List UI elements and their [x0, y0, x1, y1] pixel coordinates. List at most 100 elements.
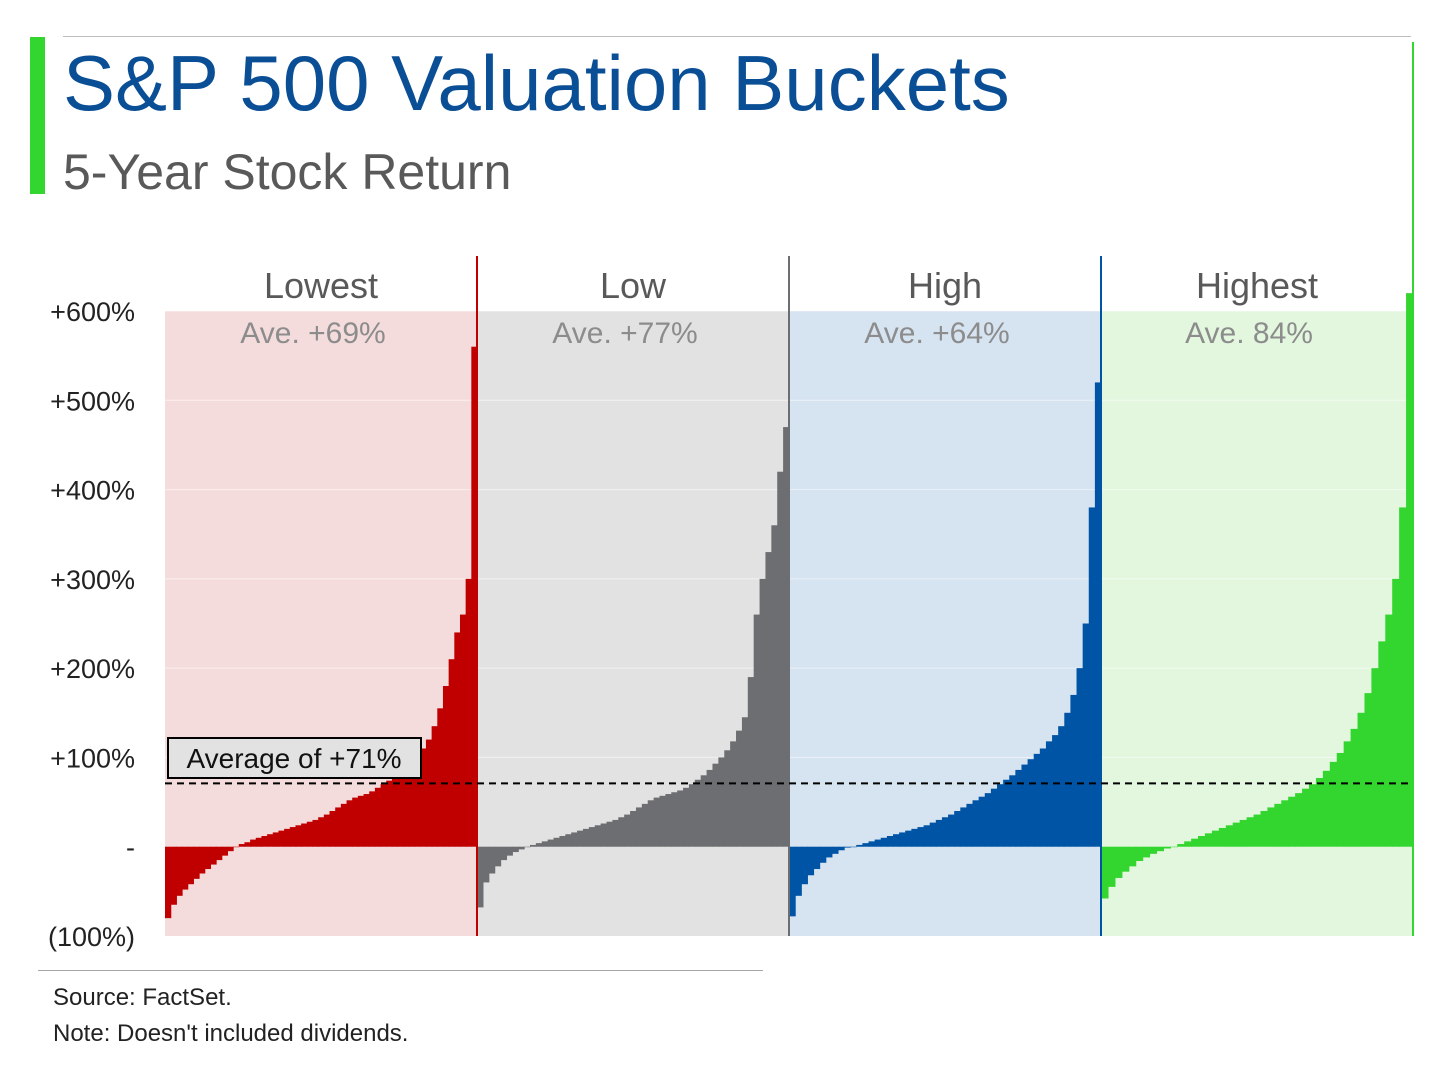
- y-tick-label: +500%: [50, 386, 135, 416]
- y-tick-label: +200%: [50, 654, 135, 684]
- bar-highest: [1399, 507, 1407, 847]
- footer-rule: [38, 970, 763, 971]
- bar-low: [553, 837, 561, 847]
- bar-highest: [1156, 846, 1164, 852]
- bar-low: [677, 790, 684, 847]
- bar-low: [500, 846, 508, 861]
- bar-lowest: [380, 784, 387, 847]
- bar-lowest: [227, 846, 234, 852]
- bar-highest: [1329, 761, 1338, 847]
- bar-high: [960, 807, 968, 847]
- bar-highest: [1142, 846, 1151, 858]
- bar-high: [874, 839, 882, 847]
- bar-highest: [1288, 796, 1296, 847]
- bar-low: [653, 797, 661, 847]
- bar-lowest: [442, 686, 450, 847]
- bar-high: [795, 846, 802, 896]
- bar-low: [477, 846, 484, 908]
- bar-high: [819, 846, 827, 863]
- bar-lowest: [420, 748, 427, 847]
- bar-lowest: [295, 825, 302, 847]
- bar-highest: [1114, 846, 1123, 878]
- bar-lowest: [165, 846, 172, 919]
- bar-lowest: [318, 817, 325, 847]
- bar-high: [929, 822, 937, 847]
- bar-high: [880, 837, 888, 847]
- bar-low: [600, 823, 608, 847]
- bar-lowest: [357, 795, 365, 847]
- bar-high: [1052, 735, 1059, 847]
- bar-highest: [1128, 846, 1137, 867]
- chart-subtitle: 5-Year Stock Return: [63, 144, 512, 200]
- bar-high: [813, 846, 821, 870]
- title-accent-bar: [30, 37, 45, 194]
- bar-lowest: [369, 791, 376, 847]
- bar-highest: [1170, 846, 1178, 848]
- bar-low: [671, 792, 678, 847]
- bar-highest: [1211, 830, 1220, 847]
- bar-lowest: [437, 708, 444, 847]
- y-tick-label: +100%: [50, 743, 135, 773]
- bar-lowest: [250, 839, 257, 847]
- bar-low: [630, 811, 637, 847]
- bar-lowest: [301, 823, 308, 847]
- bar-high: [935, 819, 943, 847]
- bar-low: [647, 800, 655, 847]
- bar-lowest: [204, 846, 211, 870]
- source-note: Source: FactSet.: [53, 984, 232, 1011]
- bar-highest: [1350, 728, 1359, 847]
- bar-highest: [1385, 614, 1393, 847]
- bar-high: [1009, 775, 1016, 847]
- bar-highest: [1267, 807, 1275, 847]
- bar-low: [594, 825, 602, 847]
- bar-highest: [1357, 712, 1366, 847]
- bar-high: [1064, 712, 1072, 847]
- bar-lowest: [210, 846, 217, 865]
- panel-label: Lowest: [264, 265, 378, 306]
- bar-low: [759, 578, 767, 847]
- panel-label: Highest: [1196, 265, 1318, 306]
- bar-highest: [1184, 841, 1192, 847]
- footnote: Note: Doesn't included dividends.: [53, 1020, 409, 1047]
- bar-high: [868, 841, 876, 847]
- bar-low: [571, 832, 578, 847]
- bar-high: [837, 846, 845, 851]
- bar-high: [844, 846, 851, 848]
- bar-high: [886, 836, 894, 847]
- bar-highest: [1336, 752, 1345, 847]
- bar-low: [494, 846, 502, 867]
- bar-low: [588, 827, 596, 847]
- bar-low: [559, 836, 566, 847]
- bar-lowest: [233, 846, 240, 848]
- bar-highest: [1274, 803, 1282, 847]
- bar-lowest: [414, 755, 421, 847]
- bar-high: [905, 830, 912, 847]
- bar-highest: [1149, 846, 1158, 854]
- bar-lowest: [459, 614, 467, 847]
- bar-high: [954, 811, 961, 847]
- bar-highest: [1281, 800, 1289, 847]
- bar-highest: [1232, 822, 1241, 847]
- bar-low: [624, 814, 631, 847]
- bar-high: [1015, 769, 1023, 847]
- bar-low: [736, 730, 743, 847]
- y-tick-label: (100%): [48, 922, 135, 952]
- bar-lowest: [272, 832, 280, 847]
- bar-low: [524, 846, 531, 848]
- bar-low: [706, 769, 714, 847]
- panel-average-label: Ave. +64%: [864, 317, 1009, 350]
- bar-high: [966, 803, 974, 847]
- bar-lowest: [335, 807, 342, 847]
- bar-lowest: [408, 761, 416, 847]
- bar-high: [1003, 779, 1010, 847]
- bar-high: [984, 793, 992, 847]
- bar-highest: [1309, 784, 1317, 847]
- bar-highest: [1225, 825, 1234, 847]
- bar-lowest: [193, 846, 200, 879]
- bar-lowest: [352, 797, 359, 847]
- bar-high: [899, 832, 906, 847]
- bar-lowest: [199, 846, 206, 874]
- bar-low: [712, 763, 719, 847]
- bar-low: [730, 741, 737, 847]
